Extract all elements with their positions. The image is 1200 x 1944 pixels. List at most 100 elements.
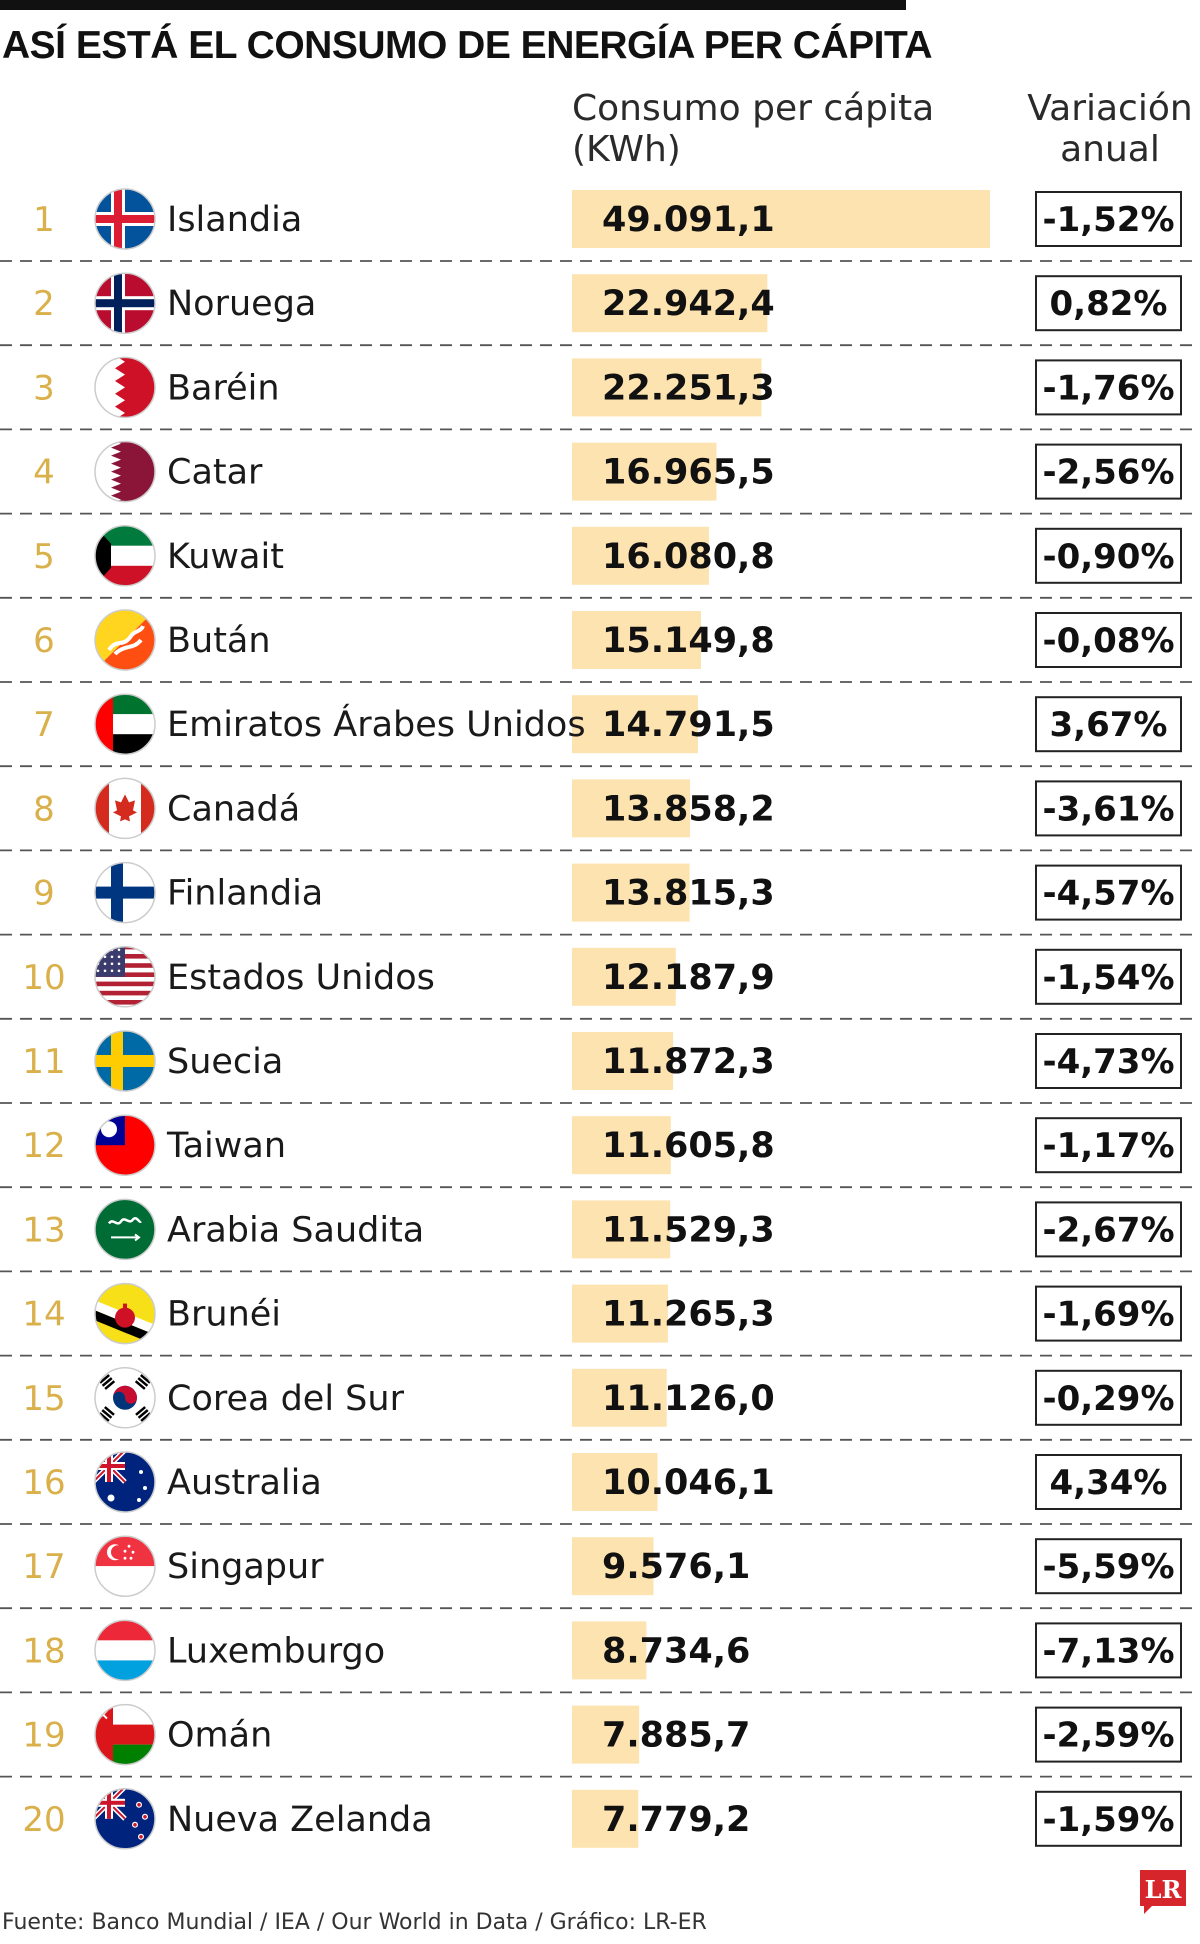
consumption-bar	[572, 1284, 668, 1343]
country-name: Canadá	[167, 789, 300, 829]
consumption-bar	[572, 274, 768, 333]
variacion-column-header: Variación anual	[1000, 88, 1200, 170]
consumption-bar	[572, 1032, 674, 1090]
consumo-header-line2: (KWh)	[572, 129, 681, 170]
consumption-bar	[572, 358, 762, 417]
variation-box	[1035, 864, 1182, 921]
norway-flag-icon	[94, 272, 156, 334]
consumption-value: 11.605,8	[602, 1126, 775, 1166]
country-name: Kuwait	[167, 537, 284, 577]
consumption-value: 49.091,1	[602, 200, 775, 240]
variation-value: -4,57%	[1042, 874, 1174, 914]
variation-value: -2,59%	[1042, 1716, 1174, 1756]
consumption-value: 11.872,3	[602, 1042, 775, 1082]
variation-value: 0,82%	[1050, 284, 1168, 324]
country-name: Estados Unidos	[167, 958, 435, 998]
variation-box	[1035, 1790, 1182, 1847]
variation-value: -0,08%	[1042, 621, 1174, 661]
variation-box	[1035, 1201, 1182, 1258]
country-name: Finlandia	[167, 874, 323, 914]
country-name: Bután	[167, 621, 271, 661]
variation-value: -7,13%	[1042, 1631, 1174, 1671]
table-row: 8 Canadá 13.858,2 -3,61%	[0, 777, 1200, 852]
variation-box	[1035, 1538, 1182, 1595]
canada-flag-icon	[94, 777, 156, 840]
table-row: 4 Catar 16.965,5 -2,56%	[0, 440, 1200, 515]
consumption-bar	[572, 1200, 671, 1259]
consumption-value: 8.734,6	[602, 1631, 750, 1671]
rank-label: 3	[33, 368, 55, 408]
rank-label: 6	[33, 621, 55, 661]
taiwan-flag-icon	[94, 1114, 156, 1176]
bahrain-flag-icon	[94, 356, 156, 419]
rank-label: 19	[22, 1716, 65, 1756]
table-row: 19 Omán 7.885,7 -2,59%	[0, 1703, 1200, 1778]
consumption-bar	[572, 526, 709, 585]
chart-rows: 1 Islandia 49.091,1 -1,52% 2 Noruega 22.942,4 0…	[0, 188, 1200, 1850]
variation-box	[1035, 527, 1182, 584]
consumption-bar	[572, 779, 690, 838]
variation-box	[1035, 359, 1182, 416]
table-row: 10 Estados Unidos 12.187,9 -1,54%	[0, 946, 1200, 1020]
consumption-value: 7.885,7	[602, 1716, 750, 1756]
consumption-bar	[572, 1537, 654, 1596]
consumption-value: 10.046,1	[602, 1463, 775, 1503]
table-row: 17 Singapur 9.576,1 -5,59%	[0, 1535, 1200, 1610]
rank-label: 11	[22, 1042, 65, 1082]
consumo-column-header: Consumo per cápita (KWh)	[572, 88, 934, 170]
luxembourg-flag-icon	[94, 1619, 156, 1682]
variation-value: -1,76%	[1042, 368, 1174, 408]
country-name: Australia	[167, 1463, 322, 1503]
uae-flag-icon	[94, 693, 156, 755]
consumption-value: 22.942,4	[602, 284, 775, 324]
variation-value: -0,29%	[1042, 1379, 1174, 1419]
table-row: 13 Arabia Saudita 11.529,3 -2,67%	[0, 1198, 1200, 1273]
rank-label: 16	[22, 1463, 65, 1503]
kuwait-flag-icon	[94, 525, 156, 587]
consumption-value: 11.529,3	[602, 1210, 775, 1250]
variation-box	[1035, 1706, 1182, 1763]
table-row: 5 Kuwait 16.080,8 -0,90%	[0, 525, 1200, 599]
table-row: 16 Australia 10.046,1 4,34%	[0, 1451, 1200, 1525]
rank-label: 13	[22, 1210, 65, 1250]
consumption-bar	[572, 190, 990, 248]
source-footer: Fuente: Banco Mundial / IEA / Our World …	[2, 1910, 707, 1935]
rank-label: 18	[22, 1631, 65, 1671]
singapore-flag-icon	[94, 1535, 156, 1597]
variation-box	[1035, 1285, 1182, 1342]
variacion-header-line1: Variación	[1027, 88, 1193, 129]
rank-label: 5	[33, 537, 55, 577]
consumption-bar	[572, 1368, 667, 1427]
table-row: 12 Taiwan 11.605,8 -1,17%	[0, 1114, 1200, 1189]
rank-label: 20	[22, 1800, 65, 1840]
variation-value: -1,17%	[1042, 1126, 1174, 1166]
variation-value: -3,61%	[1042, 789, 1174, 829]
country-name: Baréin	[167, 368, 280, 408]
saudi-arabia-flag-icon	[94, 1198, 156, 1261]
consumption-value: 16.965,5	[602, 453, 775, 493]
consumption-bar	[572, 863, 690, 922]
consumption-bar	[572, 442, 717, 501]
rank-label: 2	[33, 284, 55, 324]
variation-box	[1035, 191, 1182, 247]
consumption-bar	[572, 1116, 671, 1175]
rank-label: 12	[22, 1126, 65, 1166]
table-row: 20 Nueva Zelanda 7.779,2 -1,59%	[22, 1788, 1182, 1850]
country-name: Taiwan	[166, 1126, 286, 1166]
new-zealand-flag-icon	[94, 1788, 156, 1850]
table-row: 9 Finlandia 13.815,3 -4,57%	[0, 861, 1200, 936]
iceland-flag-icon	[94, 188, 156, 250]
variation-box	[1035, 696, 1182, 753]
consumption-bar	[572, 1621, 647, 1680]
rank-label: 9	[33, 874, 55, 914]
rank-label: 1	[33, 200, 55, 240]
consumption-bar	[572, 611, 701, 669]
rank-label: 4	[33, 453, 55, 493]
qatar-flag-icon	[94, 440, 156, 503]
table-row: 7 Emiratos Árabes Unidos 14.791,5 3,67%	[0, 693, 1200, 768]
country-name: Emiratos Árabes Unidos	[167, 703, 586, 745]
consumption-bar	[572, 1705, 640, 1764]
rank-label: 8	[33, 789, 55, 829]
consumo-header-line1: Consumo per cápita	[572, 88, 935, 129]
variation-value: 3,67%	[1050, 705, 1168, 745]
